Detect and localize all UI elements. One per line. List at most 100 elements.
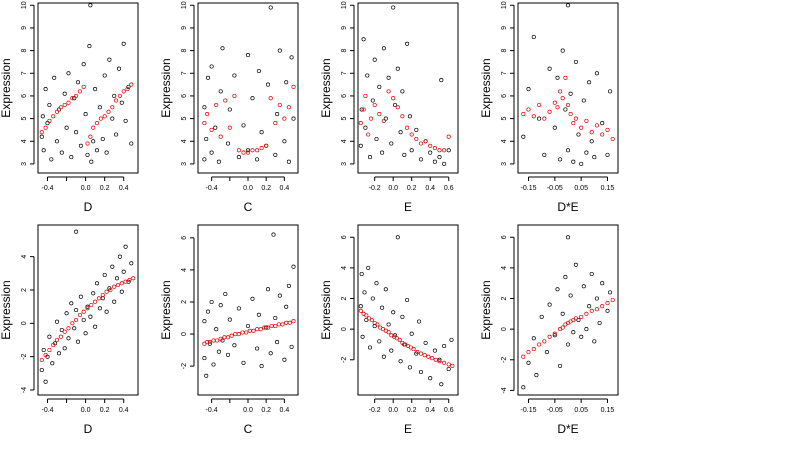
data-point-series-1 xyxy=(121,269,126,274)
y-tick-label: 6 xyxy=(341,94,348,98)
y-tick-label: 9 xyxy=(181,26,188,30)
data-point-series-2 xyxy=(547,334,552,339)
data-point-series-2 xyxy=(229,333,234,338)
y-tick-label: 0 xyxy=(181,332,188,336)
x-tick-label: 0.0 xyxy=(388,185,398,192)
y-tick-label: 2 xyxy=(501,296,508,300)
data-point-series-2 xyxy=(291,84,296,89)
data-point-series-1 xyxy=(88,3,93,8)
data-point-series-2 xyxy=(368,116,374,121)
y-tick-label: 6 xyxy=(501,94,508,98)
data-point-series-1 xyxy=(563,107,568,112)
x-tick-label: 0.05 xyxy=(574,407,588,414)
data-point-series-1 xyxy=(62,346,67,351)
y-tick-label: -2 xyxy=(341,357,348,363)
y-tick-label: -2 xyxy=(181,363,188,369)
scatter-panel-top-2: -0.4 0.0 0.2 0.4 3 4 5 6 7 8 9 10 C Expression xyxy=(159,1,299,214)
data-point-series-1 xyxy=(365,73,370,78)
data-point-series-1 xyxy=(204,136,209,142)
data-point-series-2 xyxy=(552,331,557,336)
data-point-series-1 xyxy=(39,367,44,373)
y-axis-title: Expression xyxy=(319,58,333,117)
data-point-series-2 xyxy=(409,132,414,137)
data-point-series-1 xyxy=(205,309,211,314)
data-point-series-1 xyxy=(579,334,584,339)
data-point-series-1 xyxy=(587,80,592,85)
data-point-series-2 xyxy=(426,354,431,359)
scatter-panel-top-3: -0.2 0.0 0.2 0.4 0.6 3 4 5 6 7 8 9 10 E Expression xyxy=(319,1,459,214)
data-point-series-2 xyxy=(251,328,256,333)
plot-frame xyxy=(357,2,459,174)
data-point-series-1 xyxy=(218,303,223,308)
data-point-series-2 xyxy=(542,116,547,121)
data-point-series-1 xyxy=(88,314,93,319)
data-point-series-1 xyxy=(277,48,282,53)
data-point-series-2 xyxy=(555,105,560,110)
data-point-series-2 xyxy=(547,109,552,114)
data-point-series-1 xyxy=(100,136,105,142)
data-point-series-2 xyxy=(584,311,589,316)
data-point-series-2 xyxy=(215,338,220,343)
data-point-series-2 xyxy=(369,317,374,323)
data-point-series-1 xyxy=(75,339,81,344)
y-tick-label: 9 xyxy=(501,26,508,30)
data-point-series-1 xyxy=(395,66,400,71)
data-point-series-1 xyxy=(377,339,382,344)
data-point-series-1 xyxy=(209,64,214,69)
data-point-series-1 xyxy=(40,114,45,119)
data-point-series-1 xyxy=(568,91,573,96)
y-tick-label: 4 xyxy=(181,268,188,272)
data-point-series-2 xyxy=(571,121,576,126)
data-point-series-2 xyxy=(286,105,291,110)
data-point-series-2 xyxy=(560,96,565,101)
data-point-series-2 xyxy=(423,139,428,144)
y-tick-label: 3 xyxy=(501,162,508,166)
x-tick-label: 0.4 xyxy=(425,185,435,192)
plot-frame xyxy=(37,2,139,174)
data-point-series-2 xyxy=(223,98,228,103)
data-point-series-2 xyxy=(245,150,251,155)
data-point-series-1 xyxy=(534,373,539,378)
data-point-series-1 xyxy=(129,261,134,266)
data-point-series-1 xyxy=(78,143,83,148)
data-point-series-1 xyxy=(405,297,410,303)
data-point-series-1 xyxy=(361,37,366,42)
data-point-series-2 xyxy=(537,342,542,347)
y-axis-title: Expression xyxy=(479,58,493,117)
x-tick-label: 0.05 xyxy=(574,185,588,192)
data-point-series-2 xyxy=(214,102,219,108)
data-point-series-2 xyxy=(391,96,396,101)
y-tick-label: -2 xyxy=(21,353,28,359)
scatter-panel-bottom-1: -0.4 0.0 0.2 0.4 -4 -2 0 2 4 D Expression xyxy=(0,224,139,436)
data-point-series-1 xyxy=(405,41,410,46)
y-tick-label: 4 xyxy=(341,139,348,143)
data-point-series-1 xyxy=(289,344,294,349)
data-point-series-2 xyxy=(240,330,245,335)
data-point-series-1 xyxy=(256,312,261,317)
data-point-series-1 xyxy=(380,150,385,155)
data-point-series-1 xyxy=(386,322,391,327)
data-point-series-1 xyxy=(268,351,273,356)
data-point-series-2 xyxy=(372,102,377,108)
data-point-series-2 xyxy=(98,116,103,121)
data-point-series-2 xyxy=(363,93,368,98)
data-point-series-1 xyxy=(275,112,280,117)
data-point-series-2 xyxy=(560,325,565,330)
data-point-series-1 xyxy=(560,48,565,53)
data-point-series-2 xyxy=(131,276,136,281)
data-point-series-1 xyxy=(112,93,117,98)
data-point-series-1 xyxy=(552,333,557,338)
data-point-series-1 xyxy=(119,289,124,294)
data-point-series-1 xyxy=(380,305,385,310)
data-point-series-1 xyxy=(87,44,92,49)
y-tick-label: 6 xyxy=(21,94,28,98)
data-point-series-1 xyxy=(81,317,86,323)
data-point-series-1 xyxy=(589,139,594,144)
data-point-series-2 xyxy=(568,112,573,117)
data-point-series-1 xyxy=(579,161,584,166)
data-point-series-1 xyxy=(383,287,388,292)
data-point-series-1 xyxy=(250,296,255,301)
data-point-series-1 xyxy=(227,317,232,322)
data-point-series-2 xyxy=(287,320,292,325)
data-point-series-2 xyxy=(66,326,71,331)
